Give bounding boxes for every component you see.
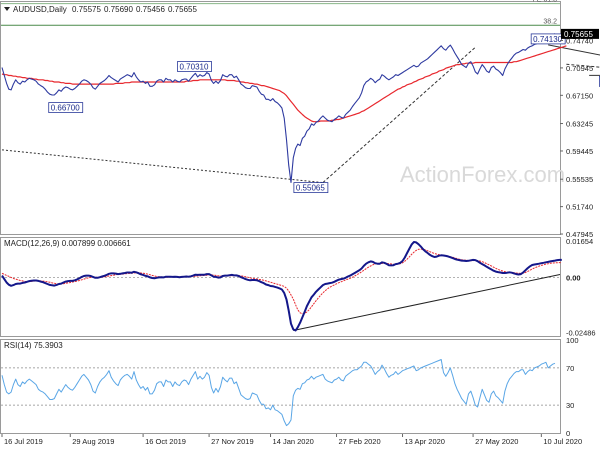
x-tick-label: 10 Jul 2020 <box>543 437 582 446</box>
series-layer <box>1 33 567 427</box>
trend-lines <box>1 44 600 184</box>
x-tick-label: 16 Jul 2019 <box>4 437 43 446</box>
x-tick-label: 27 May 2020 <box>475 437 518 446</box>
price-annotation-box <box>48 102 84 113</box>
price-annotation-box <box>177 61 212 72</box>
x-tick-label: 13 Apr 2020 <box>405 437 445 446</box>
axes: 0.74740 0.70945 0.67150 0.63245 0.59445 0.555… <box>1 28 599 446</box>
rsi-line <box>1 359 556 427</box>
collapse-triangle-icon <box>4 7 10 11</box>
moving-average-line <box>1 45 567 123</box>
x-tick-label: 14 Jan 2020 <box>273 437 314 446</box>
rsi-panel-frame <box>0 339 561 434</box>
price-annotation-label: 0.74130 <box>533 35 562 44</box>
price-annotation-box <box>293 182 329 194</box>
trend-line-support <box>322 46 476 183</box>
macd-panel-title: MACD(12,26,9) 0.007899 0.006661 <box>4 239 131 248</box>
macd-trend-line <box>293 274 561 331</box>
x-tick-label: 29 Aug 2019 <box>72 437 114 446</box>
triangle-inner-line <box>566 63 600 68</box>
price-panel-frame <box>0 1 561 235</box>
macd-panel-frame <box>0 237 561 337</box>
current-price-tag <box>561 28 599 39</box>
current-price-label: 0.75655 <box>564 30 593 39</box>
rsi-y-tick-label: 0 <box>566 429 570 438</box>
macd-line <box>1 241 562 332</box>
symbol-title: AUDUSD,Daily <box>13 5 67 14</box>
price-annotation-label: 0.70310 <box>180 62 209 71</box>
rsi-y-tick-label: 100 <box>566 336 579 345</box>
ohlc-open: 0.75575 <box>72 5 101 14</box>
price-annotation-label: 0.55065 <box>296 184 325 193</box>
price-y-tick-label: 0.47945 <box>566 230 593 239</box>
triangle-upper-line <box>548 44 600 56</box>
price-y-tick-label: 0.67150 <box>566 91 593 100</box>
price-line <box>1 33 556 183</box>
ohlc-high: 0.75690 <box>104 5 133 14</box>
x-tick-label: 16 Oct 2019 <box>145 437 186 446</box>
price-y-tick-label: 0.55535 <box>566 175 593 184</box>
macd-y-tick-label: -0.02486 <box>566 328 596 337</box>
price-y-tick-label: 0.59445 <box>566 147 593 156</box>
rsi-panel-title: RSI(14) 75.3903 <box>4 341 63 350</box>
price-y-tick-label: 0.74740 <box>566 36 593 45</box>
price-y-tick-label: 0.63245 <box>566 120 593 129</box>
fib-label: 38.2 <box>543 18 557 25</box>
price-y-tick-label: 0.70945 <box>566 64 593 73</box>
macd-y-tick-label: 0.00 <box>566 273 581 282</box>
price-annotation-label: 0.66700 <box>51 104 80 113</box>
price-panel-header: AUDUSD,Daily 0.75575 0.75690 0.75456 0.7… <box>4 5 197 14</box>
fibonacci-lines: FE 61.8 38.2 <box>1 0 560 26</box>
x-tick-label: 27 Feb 2020 <box>339 437 381 446</box>
rsi-y-tick-label: 70 <box>566 364 574 373</box>
ohlc-low: 0.75456 <box>136 5 165 14</box>
price-y-tick-label: 0.51740 <box>566 203 593 212</box>
x-tick-label: 27 Nov 2019 <box>211 437 254 446</box>
fib-label: FE 61.8 <box>532 0 557 4</box>
ohlc-close: 0.75655 <box>168 5 197 14</box>
watermark: ActionForex.com <box>400 162 565 187</box>
macd-y-tick-label: 0.01654 <box>566 237 593 246</box>
rsi-y-tick-label: 30 <box>566 401 574 410</box>
price-annotation-box <box>530 33 566 45</box>
macd-signal-line <box>1 248 562 315</box>
trend-line-long <box>1 149 323 184</box>
